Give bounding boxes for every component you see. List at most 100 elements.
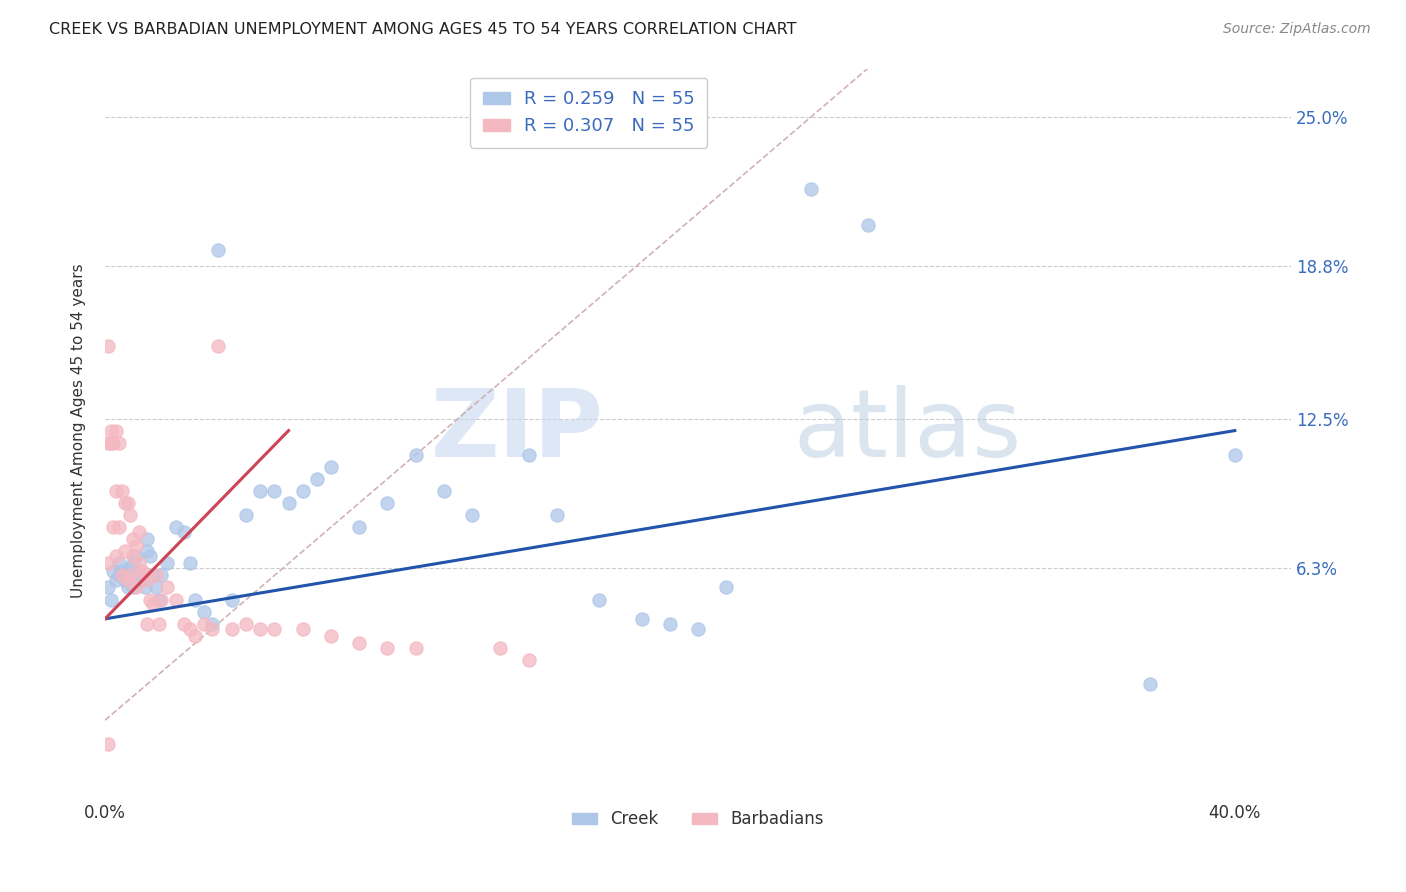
Point [319, 459, 342, 474]
Point [235, 616, 257, 631]
Point [136, 616, 159, 631]
Point [145, 581, 167, 595]
Point [97, 738, 120, 752]
Text: ZIP: ZIP [430, 384, 603, 476]
Point [97, 581, 120, 595]
Point [100, 424, 122, 438]
Point [347, 520, 370, 534]
Point [125, 581, 148, 595]
Point [588, 592, 610, 607]
Point [405, 448, 427, 462]
Point [139, 549, 162, 563]
Point [546, 508, 568, 522]
Point [142, 598, 165, 612]
Point [156, 581, 179, 595]
Point [103, 435, 125, 450]
Point [136, 532, 159, 546]
Point [114, 496, 136, 510]
Point [207, 339, 229, 353]
Y-axis label: Unemployment Among Ages 45 to 54 years: Unemployment Among Ages 45 to 54 years [72, 263, 86, 598]
Point [145, 568, 167, 582]
Point [108, 557, 131, 571]
Point [173, 524, 195, 539]
Point [122, 557, 145, 571]
Point [347, 636, 370, 650]
Point [207, 243, 229, 257]
Point [630, 612, 652, 626]
Point [856, 219, 879, 233]
Point [105, 549, 128, 563]
Point [114, 544, 136, 558]
Point [184, 629, 207, 643]
Point [128, 568, 150, 582]
Point [277, 496, 299, 510]
Point [117, 573, 139, 587]
Point [263, 483, 285, 498]
Point [134, 581, 156, 595]
Point [291, 483, 314, 498]
Point [377, 496, 399, 510]
Point [377, 640, 399, 655]
Point [125, 549, 148, 563]
Point [97, 339, 120, 353]
Point [122, 581, 145, 595]
Point [319, 629, 342, 643]
Point [125, 540, 148, 554]
Point [1223, 448, 1246, 462]
Point [114, 573, 136, 587]
Point [433, 483, 456, 498]
Point [128, 557, 150, 571]
Point [120, 561, 142, 575]
Point [193, 616, 215, 631]
Point [221, 592, 243, 607]
Point [150, 568, 173, 582]
Text: CREEK VS BARBADIAN UNEMPLOYMENT AMONG AGES 45 TO 54 YEARS CORRELATION CHART: CREEK VS BARBADIAN UNEMPLOYMENT AMONG AG… [49, 22, 797, 37]
Point [148, 616, 170, 631]
Point [193, 605, 215, 619]
Point [156, 557, 179, 571]
Point [103, 520, 125, 534]
Point [201, 622, 224, 636]
Point [128, 524, 150, 539]
Point [179, 557, 201, 571]
Text: Source: ZipAtlas.com: Source: ZipAtlas.com [1223, 22, 1371, 37]
Point [136, 544, 159, 558]
Point [117, 581, 139, 595]
Point [108, 520, 131, 534]
Point [120, 508, 142, 522]
Point [131, 564, 153, 578]
Point [221, 622, 243, 636]
Legend: Creek, Barbadians: Creek, Barbadians [565, 804, 831, 835]
Point [108, 435, 131, 450]
Point [658, 616, 681, 631]
Point [800, 182, 823, 196]
Point [111, 564, 134, 578]
Point [97, 435, 120, 450]
Point [100, 592, 122, 607]
Point [716, 581, 738, 595]
Point [517, 448, 540, 462]
Point [105, 573, 128, 587]
Point [184, 592, 207, 607]
Point [122, 532, 145, 546]
Point [134, 568, 156, 582]
Point [142, 568, 165, 582]
Point [405, 640, 427, 655]
Point [111, 568, 134, 582]
Point [461, 508, 484, 522]
Point [136, 573, 159, 587]
Point [305, 472, 328, 486]
Point [201, 616, 224, 631]
Point [117, 496, 139, 510]
Point [173, 616, 195, 631]
Point [139, 592, 162, 607]
Point [97, 557, 120, 571]
Point [249, 622, 271, 636]
Point [291, 622, 314, 636]
Point [131, 573, 153, 587]
Point [111, 483, 134, 498]
Point [165, 592, 187, 607]
Point [150, 592, 173, 607]
Point [1139, 677, 1161, 691]
Point [148, 592, 170, 607]
